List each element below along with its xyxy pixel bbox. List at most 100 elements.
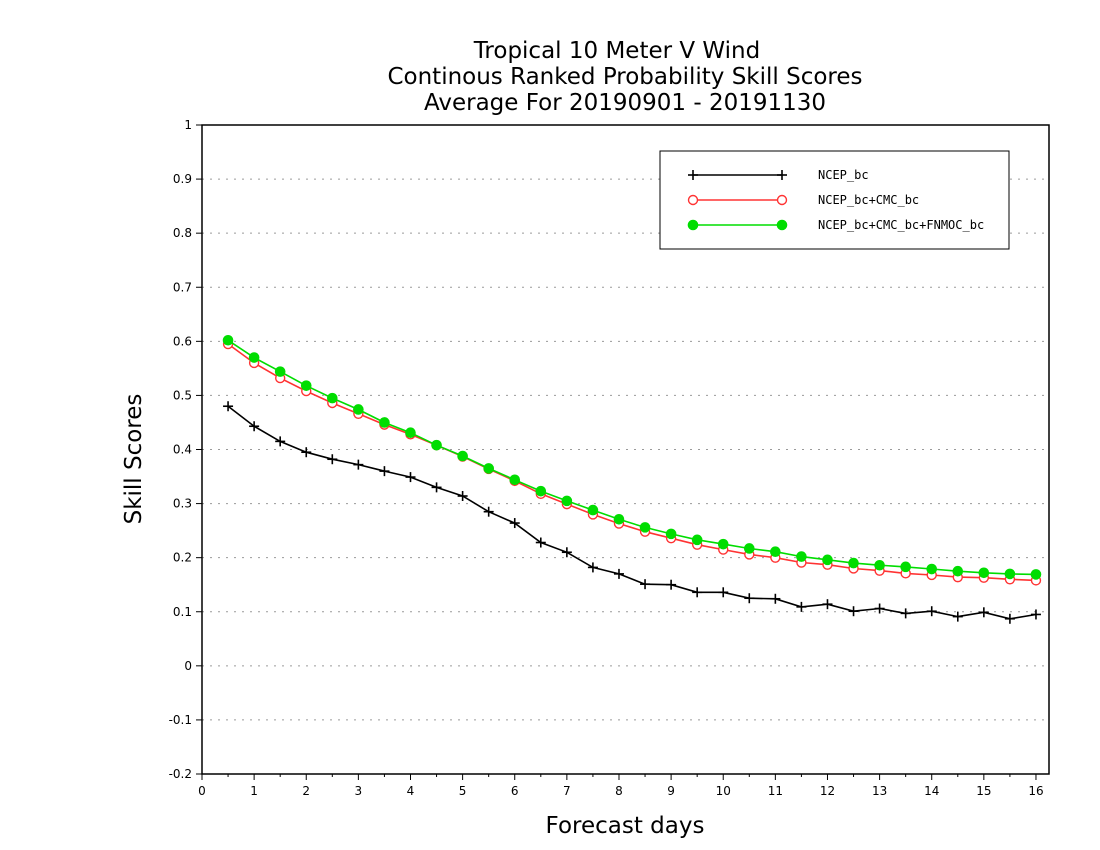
x-tick-label: 0 <box>198 784 206 798</box>
y-tick-label: 0.3 <box>173 497 192 511</box>
legend-marker <box>687 194 699 206</box>
legend-label: NCEP_bc+CMC_bc+FNMOC_bc <box>818 218 984 232</box>
x-axis-label: Forecast days <box>546 813 705 839</box>
data-point <box>874 559 885 571</box>
y-tick-label: 0.1 <box>173 605 192 619</box>
data-point <box>874 603 885 614</box>
y-axis-label: Skill Scores <box>121 394 147 525</box>
data-point <box>535 485 547 497</box>
y-tick-label: 1 <box>184 118 192 132</box>
data-point <box>848 557 859 569</box>
data-point <box>744 593 755 604</box>
x-tick-label: 2 <box>302 784 310 798</box>
data-point <box>1030 569 1042 580</box>
data-point <box>900 608 911 619</box>
data-point <box>952 565 964 577</box>
data-point <box>353 459 364 470</box>
data-point <box>223 401 234 412</box>
legend: NCEP_bc NCEP_bc+CMC_bc NCEP_bc+CMC_bc+FNMO… <box>659 150 1010 250</box>
data-point <box>431 482 442 493</box>
x-tick-label: 9 <box>667 784 675 798</box>
data-point <box>717 538 729 550</box>
x-tick-label: 11 <box>768 784 783 798</box>
x-tick-label: 10 <box>716 784 731 798</box>
data-point <box>483 463 494 474</box>
data-point <box>822 599 833 610</box>
y-tick-label: 0.8 <box>173 226 192 240</box>
data-point <box>405 427 416 439</box>
data-point <box>978 607 989 618</box>
data-point <box>1004 568 1016 580</box>
x-tick-label: 3 <box>355 784 363 798</box>
data-point <box>613 513 625 525</box>
y-tick-label: 0.2 <box>173 551 192 565</box>
data-point <box>327 454 338 465</box>
data-point <box>431 439 442 451</box>
x-tick-label: 5 <box>459 784 467 798</box>
data-point <box>639 522 651 533</box>
data-point <box>274 366 286 377</box>
legend-marker <box>687 219 699 231</box>
data-point <box>796 601 807 612</box>
data-point <box>1004 613 1015 624</box>
data-point <box>926 563 938 575</box>
data-point <box>952 611 963 622</box>
data-point <box>300 380 312 391</box>
data-point <box>822 554 833 566</box>
x-tick-label: 15 <box>976 784 991 798</box>
data-point <box>353 404 364 415</box>
data-point <box>926 606 937 617</box>
data-point <box>457 491 468 502</box>
data-point <box>613 568 624 579</box>
data-point <box>848 606 859 617</box>
y-tick-label: -0.2 <box>169 767 192 781</box>
y-tick-label: 0.5 <box>173 388 192 402</box>
series-2 <box>222 334 1042 580</box>
data-point <box>379 466 390 477</box>
x-tick-label: 14 <box>924 784 939 798</box>
data-point <box>509 474 521 486</box>
data-point <box>587 504 599 516</box>
y-tick-label: 0 <box>184 659 192 673</box>
x-tick-label: 7 <box>563 784 571 798</box>
x-tick-label: 4 <box>407 784 415 798</box>
data-point <box>718 587 729 598</box>
data-point <box>457 450 468 462</box>
legend-marker <box>776 194 788 206</box>
x-tick-label: 6 <box>511 784 519 798</box>
data-point <box>248 352 260 363</box>
y-tick-label: 0.7 <box>173 280 192 294</box>
legend-label: NCEP_bc+CMC_bc <box>818 193 919 207</box>
data-point <box>249 421 260 432</box>
data-point <box>379 417 390 428</box>
data-point <box>770 593 781 604</box>
data-point <box>535 537 546 548</box>
data-point <box>275 436 286 447</box>
data-point <box>666 579 677 590</box>
y-tick-label: -0.1 <box>169 713 192 727</box>
data-point <box>483 506 494 517</box>
legend-label: NCEP_bc <box>818 168 869 182</box>
series-0 <box>223 401 1041 624</box>
data-point <box>743 543 755 554</box>
data-point <box>405 472 416 483</box>
data-point <box>301 447 312 458</box>
data-point <box>900 561 911 573</box>
x-tick-label: 12 <box>820 784 835 798</box>
legend-marker <box>688 170 698 180</box>
y-tick-label: 0.9 <box>173 172 192 186</box>
x-tick-label: 8 <box>615 784 623 798</box>
data-point <box>770 546 781 558</box>
data-point <box>587 562 598 573</box>
y-tick-label: 0.6 <box>173 334 192 348</box>
data-point <box>640 579 651 590</box>
series-group <box>222 334 1042 624</box>
x-tick-label: 1 <box>250 784 258 798</box>
series-line <box>227 405 1037 620</box>
x-tick-label: 16 <box>1028 784 1043 798</box>
y-tick-label: 0.4 <box>173 443 192 457</box>
chart-title-line-1: Tropical 10 Meter V Wind <box>473 38 760 64</box>
gridlines <box>202 178 1049 721</box>
data-point <box>561 547 572 558</box>
